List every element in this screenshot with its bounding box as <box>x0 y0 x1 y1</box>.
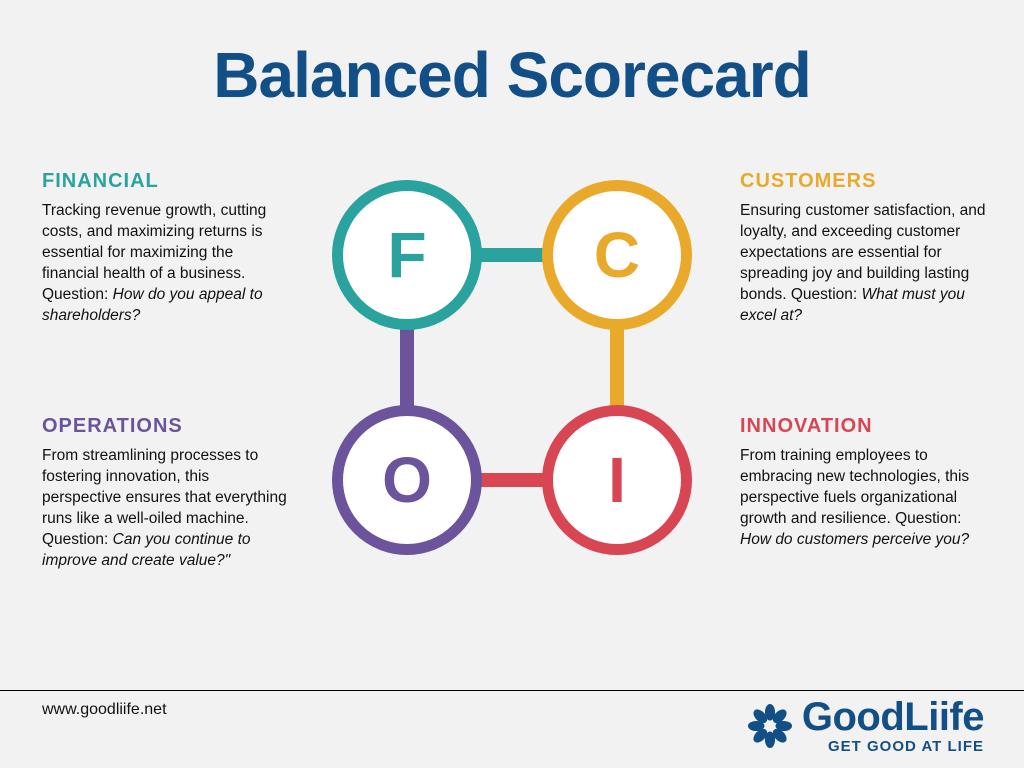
circle-operations: O <box>332 405 482 555</box>
customers-body: Ensuring customer satisfaction, and loya… <box>740 201 990 327</box>
innovation-body: From training employees to embracing new… <box>740 446 990 551</box>
customers-block: CUSTOMERS Ensuring customer satisfaction… <box>740 170 990 327</box>
page-title: Balanced Scorecard <box>0 0 1024 112</box>
financial-block: FINANCIAL Tracking revenue growth, cutti… <box>42 170 292 327</box>
circle-financial: F <box>332 180 482 330</box>
letter-o: O <box>382 448 432 512</box>
financial-heading: FINANCIAL <box>42 170 292 193</box>
letter-c: C <box>594 223 640 287</box>
letter-i: I <box>608 448 626 512</box>
brand-name: GoodLiife <box>802 697 984 737</box>
circle-innovation: I <box>542 405 692 555</box>
operations-block: OPERATIONS From streamlining processes t… <box>42 415 292 572</box>
content-area: FINANCIAL Tracking revenue growth, cutti… <box>0 160 1024 680</box>
brand-tagline: GET GOOD AT LIFE <box>802 739 984 754</box>
brand-flower-icon <box>748 704 792 748</box>
scorecard-diagram: F C O I <box>312 160 712 620</box>
innovation-block: INNOVATION From training employees to em… <box>740 415 990 551</box>
operations-body: From streamlining processes to fostering… <box>42 446 292 572</box>
operations-heading: OPERATIONS <box>42 415 292 438</box>
letter-f: F <box>387 223 426 287</box>
circle-customers: C <box>542 180 692 330</box>
brand: GoodLiife GET GOOD AT LIFE <box>748 697 984 754</box>
footer: www.goodliife.net GoodLiife GET GOOD AT … <box>0 690 1024 768</box>
customers-heading: CUSTOMERS <box>740 170 990 193</box>
financial-body: Tracking revenue growth, cutting costs, … <box>42 201 292 327</box>
footer-url: www.goodliife.net <box>42 701 167 719</box>
innovation-heading: INNOVATION <box>740 415 990 438</box>
